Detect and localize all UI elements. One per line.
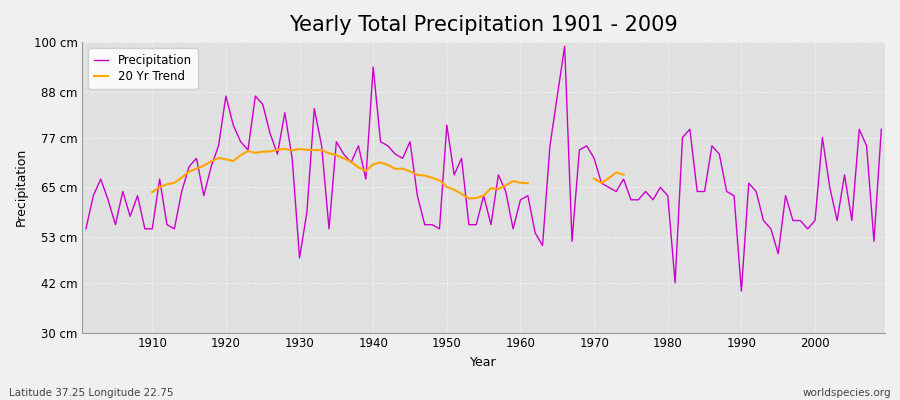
Precipitation <box>140 226 150 231</box>
Precipitation <box>508 226 518 231</box>
Title: Yearly Total Precipitation 1901 - 2009: Yearly Total Precipitation 1901 - 2009 <box>289 15 678 35</box>
Precipitation <box>876 127 886 132</box>
20 Yr Trend <box>176 175 187 180</box>
X-axis label: Year: Year <box>471 356 497 369</box>
20 Yr Trend <box>287 148 298 153</box>
20 Yr Trend <box>353 165 364 170</box>
20 Yr Trend <box>279 146 290 151</box>
20 Yr Trend <box>397 166 408 171</box>
Precipitation <box>346 160 356 165</box>
Legend: Precipitation, 20 Yr Trend: Precipitation, 20 Yr Trend <box>88 48 198 89</box>
20 Yr Trend <box>522 181 533 186</box>
20 Yr Trend <box>382 162 393 167</box>
Precipitation <box>302 210 312 215</box>
Line: 20 Yr Trend: 20 Yr Trend <box>152 149 527 198</box>
Precipitation <box>611 189 622 194</box>
20 Yr Trend <box>331 153 342 158</box>
Precipitation <box>736 289 747 294</box>
Precipitation <box>81 226 92 231</box>
20 Yr Trend <box>464 196 474 201</box>
Line: Precipitation: Precipitation <box>86 46 881 291</box>
Precipitation <box>559 44 570 49</box>
20 Yr Trend <box>147 190 158 194</box>
Text: worldspecies.org: worldspecies.org <box>803 388 891 398</box>
Text: Latitude 37.25 Longitude 22.75: Latitude 37.25 Longitude 22.75 <box>9 388 174 398</box>
Y-axis label: Precipitation: Precipitation <box>15 148 28 226</box>
Precipitation <box>515 197 526 202</box>
